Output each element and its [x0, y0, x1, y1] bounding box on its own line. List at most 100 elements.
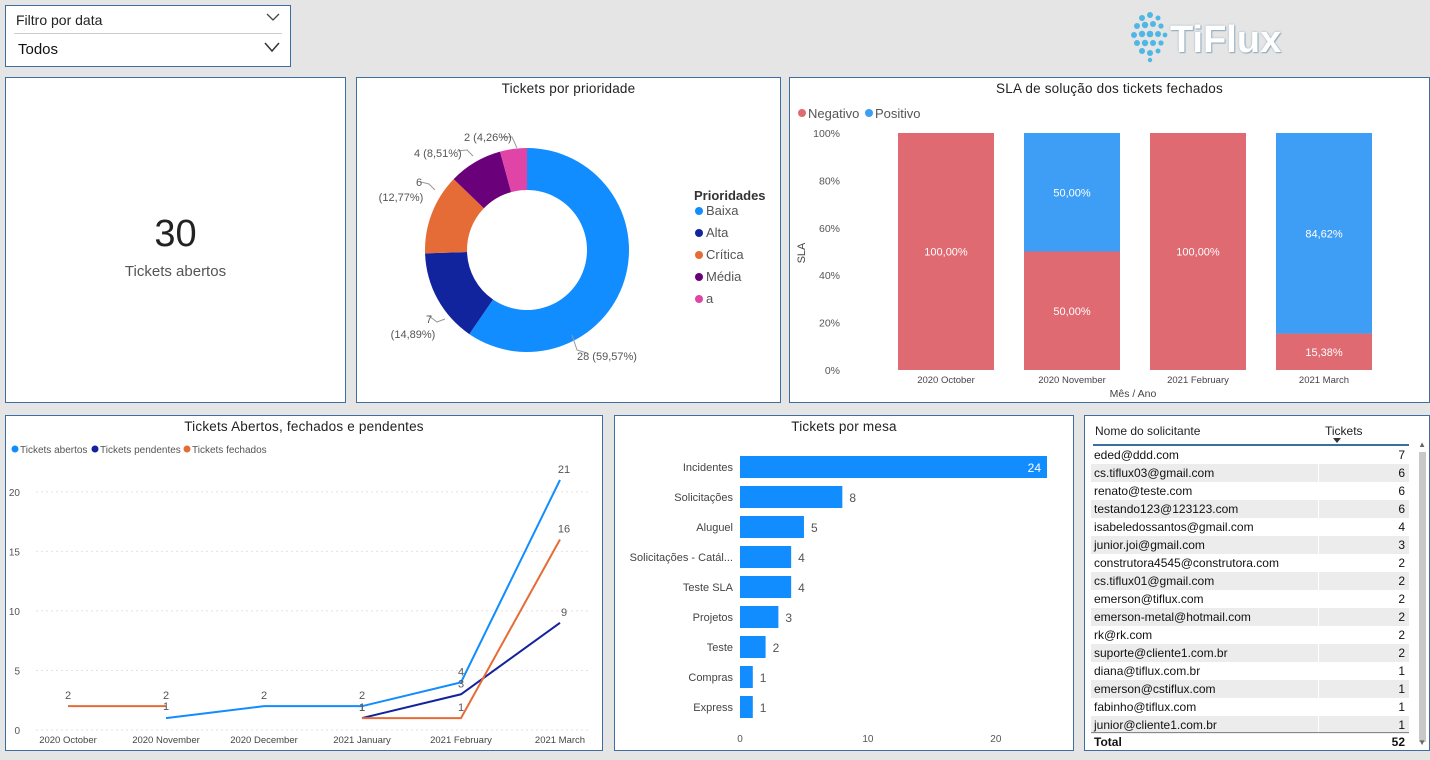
priority-donut-card: Tickets por prioridade 28 (59,57%) 7 (14…	[356, 77, 781, 403]
column-separator	[1318, 500, 1319, 518]
chevron-down-icon[interactable]	[264, 41, 280, 53]
chart-title: Tickets Abertos, fechados e pendentes	[184, 419, 424, 434]
line-data-label: 2	[65, 690, 71, 702]
sla-data-label: 84,62%	[1305, 228, 1343, 240]
column-separator	[1318, 518, 1319, 536]
requester-name: eded@ddd.com	[1094, 448, 1179, 462]
table-row[interactable]: emerson-metal@hotmail.com 2	[1091, 608, 1409, 626]
column-separator	[1318, 608, 1319, 626]
x-tick-label: 2020 December	[230, 735, 298, 746]
legend-marker-2	[695, 251, 703, 259]
table-row[interactable]: isabeledossantos@gmail.com 4	[1091, 518, 1409, 536]
ticket-count: 6	[1398, 466, 1405, 480]
table-row[interactable]: eded@ddd.com 7	[1091, 446, 1409, 464]
donut-slice-2[interactable]	[425, 179, 484, 254]
desk-bar[interactable]	[740, 516, 804, 538]
legend-fechados[interactable]: Tickets fechados	[192, 445, 267, 456]
requester-name: renato@teste.com	[1094, 484, 1193, 498]
sla-bar-positivo[interactable]	[1024, 133, 1120, 252]
donut-label-critica-pct: (12,77%)	[379, 192, 424, 204]
desk-bar[interactable]	[740, 486, 843, 508]
desk-bar[interactable]	[740, 696, 753, 718]
requester-name: fabinho@tiflux.com	[1094, 700, 1197, 714]
table-row[interactable]: testando123@123123.com 6	[1091, 500, 1409, 518]
priority-donut-chart: 28 (59,57%) 7 (14,89%) 6 (12,77%) 4 (8,5…	[379, 132, 766, 363]
bar-data-label: 1	[760, 671, 767, 685]
desk-bar[interactable]	[740, 546, 792, 568]
table-row[interactable]: junior.joi@gmail.com 3	[1091, 536, 1409, 554]
table-row[interactable]: renato@teste.com 6	[1091, 482, 1409, 500]
desk-bar[interactable]	[740, 666, 753, 688]
line-series-1[interactable]	[361, 622, 561, 720]
column-header-tickets[interactable]: Tickets	[1325, 424, 1363, 438]
table-total-row: Total 52	[1091, 732, 1409, 751]
line-data-label: 2	[261, 690, 267, 702]
scroll-up-icon[interactable]: ▲	[1418, 440, 1426, 449]
table-row[interactable]: rk@rk.com 2	[1091, 626, 1409, 644]
legend-item-2[interactable]: Crítica	[706, 247, 744, 262]
desk-bar[interactable]	[740, 636, 766, 658]
x-tick-label: 2021 January	[333, 735, 391, 746]
donut-label-media: 4 (8,51%)	[414, 148, 462, 160]
desk-bar[interactable]	[740, 576, 792, 598]
table-row[interactable]: junior@cliente1.com.br 1	[1091, 716, 1409, 734]
sla-bar-negativo[interactable]	[898, 133, 994, 370]
logo-text: TiFlux	[1170, 19, 1282, 61]
legend-title: Prioridades	[694, 188, 766, 203]
requester-name: suporte@cliente1.com.br	[1094, 646, 1228, 660]
sort-desc-icon[interactable]	[1333, 438, 1341, 444]
desk-bar[interactable]	[740, 456, 1047, 478]
legend-positivo[interactable]: Positivo	[875, 106, 921, 121]
requesters-table-card: Nome do solicitante Tickets eded@ddd.com…	[1084, 415, 1430, 751]
table-row[interactable]: cs.tiflux01@gmail.com 2	[1091, 572, 1409, 590]
chevron-down-icon[interactable]	[266, 12, 280, 22]
legend-abertos-marker	[11, 445, 19, 453]
column-separator	[1318, 662, 1319, 680]
sla-bar-negativo[interactable]	[1150, 133, 1246, 370]
table-row[interactable]: cs.tiflux03@gmail.com 6	[1091, 464, 1409, 482]
line-series-2[interactable]	[362, 538, 561, 720]
requester-name: rk@rk.com	[1094, 628, 1153, 642]
sla-bar-negativo[interactable]	[1276, 333, 1372, 370]
ticket-count: 2	[1398, 556, 1405, 570]
scrollbar-thumb[interactable]	[1419, 452, 1426, 742]
category-label: Teste	[707, 642, 733, 654]
table-row[interactable]: emerson@tiflux.com 2	[1091, 590, 1409, 608]
legend-negativo[interactable]: Negativo	[808, 106, 859, 121]
table-row[interactable]: diana@tiflux.com.br 1	[1091, 662, 1409, 680]
bar-data-label: 4	[798, 581, 805, 595]
sla-bar-negativo[interactable]	[1024, 251, 1120, 371]
donut-slice-4[interactable]	[500, 148, 527, 193]
legend-pendentes[interactable]: Tickets pendentes	[100, 445, 181, 456]
donut-slice-1[interactable]	[425, 252, 494, 335]
table-row[interactable]: emerson@cstiflux.com 1	[1091, 680, 1409, 698]
table-row[interactable]: construtora4545@construtora.com 2	[1091, 554, 1409, 572]
y-tick-label: 80%	[819, 175, 840, 187]
y-tick-label: 0	[14, 726, 20, 737]
legend-item-1[interactable]: Alta	[706, 225, 729, 240]
date-filter-dropdown[interactable]: Todos	[14, 33, 282, 64]
table-row[interactable]: suporte@cliente1.com.br 2	[1091, 644, 1409, 662]
x-tick-label: 2021 February	[1167, 375, 1229, 386]
donut-slice-0[interactable]	[469, 148, 629, 352]
scroll-down-icon[interactable]: ▼	[1418, 738, 1426, 747]
line-series-0[interactable]	[165, 479, 561, 720]
donut-label-alta-pct: (14,89%)	[391, 329, 436, 341]
legend-marker-1	[695, 229, 703, 237]
table-row[interactable]: fabinho@tiflux.com 1	[1091, 698, 1409, 716]
requester-name: construtora4545@construtora.com	[1094, 556, 1279, 570]
desk-bar[interactable]	[740, 606, 779, 628]
requester-name: emerson@tiflux.com	[1094, 592, 1204, 606]
sla-bar-positivo[interactable]	[1276, 133, 1372, 334]
legend-item-4[interactable]: a	[706, 291, 714, 306]
legend-item-0[interactable]: Baixa	[706, 203, 739, 218]
ticket-count: 7	[1398, 448, 1405, 462]
table-body: eded@ddd.com 7 cs.tiflux03@gmail.com 6 renat…	[1091, 446, 1409, 734]
sla-stacked-bar-chart: Negativo Positivo SLA Mês / Ano 0% 20% 40%…	[796, 106, 1372, 400]
legend-abertos[interactable]: Tickets abertos	[20, 445, 87, 456]
donut-slice-3[interactable]	[453, 151, 512, 209]
category-label: Incidentes	[683, 462, 734, 474]
legend-marker-3	[695, 273, 703, 281]
legend-item-3[interactable]: Média	[706, 269, 742, 284]
column-header-name[interactable]: Nome do solicitante	[1095, 424, 1201, 438]
